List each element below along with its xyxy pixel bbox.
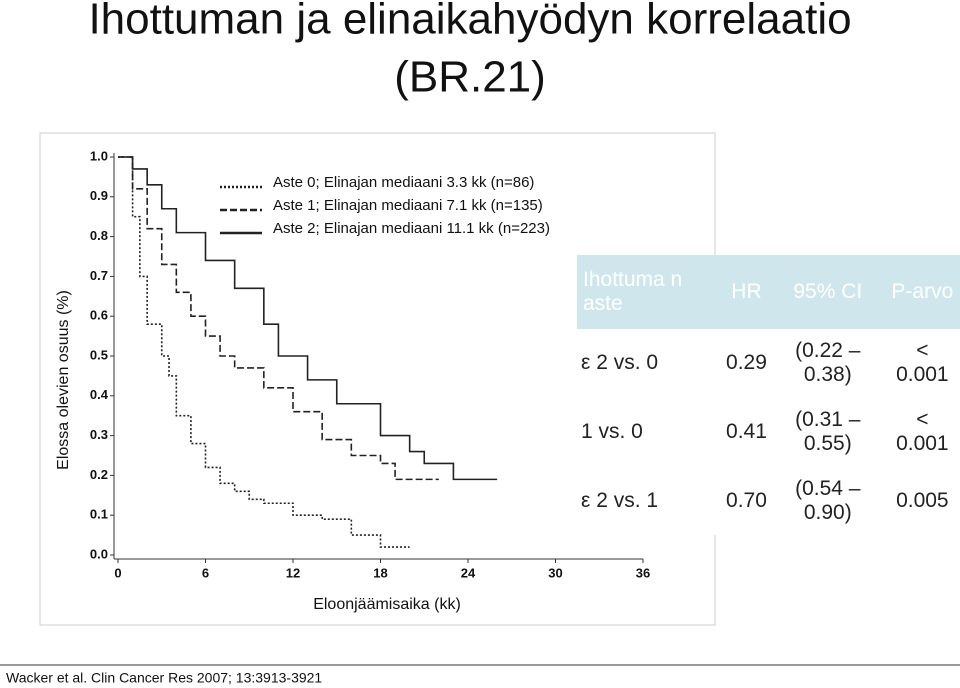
x-tick-label: 18 — [373, 565, 387, 580]
table-row: Ihottuma n aste HR 95% CI P-arvo — [577, 255, 960, 329]
x-tick-label: 12 — [286, 565, 300, 580]
hr-table: Ihottuma n aste HR 95% CI P-arvo ε 2 vs. 0 0.… — [577, 255, 960, 535]
y-tick-label: 0.8 — [90, 228, 108, 243]
table-cell: 95% CI — [770, 255, 885, 329]
y-axis-label: Elossa olevien osuus (%) — [55, 290, 72, 470]
table-cell: < 0.001 — [896, 339, 949, 387]
table-cell: 0.005 — [896, 488, 949, 512]
y-tick-label: 0.3 — [90, 427, 108, 442]
x-tick-label: 24 — [461, 565, 476, 580]
table-cell: P-arvo — [884, 255, 960, 329]
table-cell: (0.54 – 0.90) — [795, 476, 861, 524]
table-cell: Ihottuma n aste — [577, 255, 723, 329]
legend-label: Aste 2; Elinajan mediaani 11.1 kk (n=223… — [273, 220, 550, 237]
legend-label: Aste 1; Elinajan mediaani 7.1 kk (n=135) — [273, 197, 543, 214]
table-row: ε 2 vs. 0 0.29 (0.22 – 0.38) < 0.001 — [577, 329, 960, 398]
slide-title: Ihottuman ja elinaikahyödyn korrelaatio — [88, 0, 851, 44]
x-tick-label: 30 — [548, 565, 562, 580]
table-cell: 0.70 — [726, 488, 767, 512]
slide-title: (BR.21) — [394, 53, 546, 102]
table-cell: ε 2 vs. 1 — [581, 488, 659, 512]
x-tick-label: 36 — [636, 565, 650, 580]
table-cell: < 0.001 — [896, 407, 949, 455]
table-row: ε 2 vs. 1 0.70 (0.54 – 0.90) 0.005 — [577, 466, 960, 535]
y-tick-label: 0.7 — [90, 268, 108, 283]
table-cell: ε 2 vs. 0 — [581, 351, 659, 375]
y-tick-label: 0.5 — [90, 347, 108, 362]
table-cell: 0.41 — [726, 419, 767, 443]
y-tick-label: 0.6 — [90, 308, 108, 323]
survival-curve — [118, 156, 498, 481]
table-cell: (0.22 – 0.38) — [795, 339, 861, 387]
y-tick-label: 0.1 — [90, 507, 108, 522]
legend-label: Aste 0; Elinajan mediaani 3.3 kk (n=86) — [273, 174, 534, 191]
y-tick-label: 0.4 — [90, 387, 109, 402]
table-row: 1 vs. 0 0.41 (0.31 – 0.55) < 0.001 — [577, 398, 960, 467]
citation: Wacker et al. Clin Cancer Res 2007; 13:3… — [6, 670, 322, 686]
y-tick-label: 0.0 — [90, 546, 108, 561]
y-tick-label: 0.2 — [90, 467, 108, 482]
x-tick-label: 6 — [202, 565, 209, 580]
y-tick-label: 1.0 — [90, 148, 108, 163]
table-cell: (0.31 – 0.55) — [795, 407, 861, 455]
survival-curve — [118, 156, 410, 548]
survival-curve — [118, 156, 439, 481]
x-tick-label: 0 — [114, 565, 121, 580]
table-cell: 0.29 — [726, 351, 767, 375]
table-cell: 1 vs. 0 — [581, 419, 643, 443]
x-axis-label: Eloonjäämisaika (kk) — [313, 596, 461, 613]
y-tick-label: 0.9 — [90, 188, 108, 203]
table-cell: HR — [722, 255, 771, 329]
